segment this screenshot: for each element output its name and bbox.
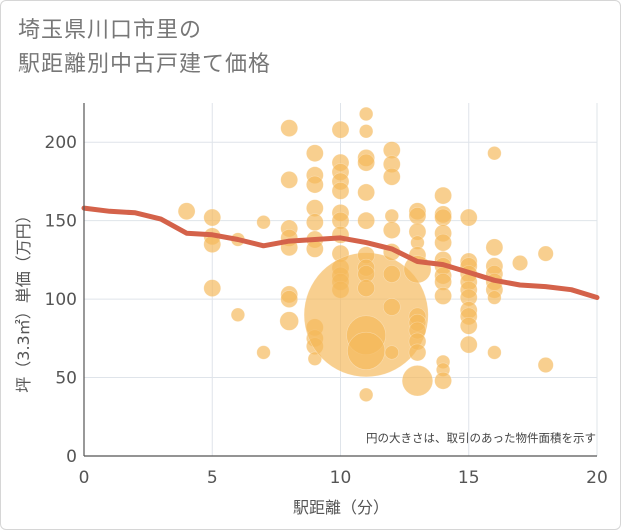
x-tick-label: 20	[586, 468, 608, 488]
y-tick-label: 50	[55, 369, 77, 389]
bubble-point	[256, 215, 271, 230]
bubble-point	[382, 221, 401, 239]
x-axis-label: 駅距離（分）	[293, 498, 389, 517]
bubble-point	[434, 233, 452, 252]
bubble-point	[384, 345, 399, 360]
y-tick-label: 200	[45, 133, 77, 153]
bubble-point	[512, 255, 528, 271]
bubble-point	[280, 290, 299, 308]
bubble-point	[487, 290, 502, 305]
x-tick-label: 5	[207, 468, 218, 488]
bubble-point	[203, 208, 222, 227]
bubble-point	[359, 106, 374, 122]
bubble-point	[331, 120, 350, 139]
chart-title: 埼玉県川口市里の 駅距離別中古戸建て価格	[18, 18, 272, 77]
bubble-point	[459, 208, 478, 227]
bubble-point	[357, 183, 375, 202]
bubble-point	[537, 245, 554, 262]
bubble-point	[230, 307, 245, 322]
bubble-point	[459, 316, 478, 335]
y-axis-label: 坪（3.3㎡）単価（万円）	[14, 207, 33, 392]
bubble-point	[306, 175, 324, 194]
trend-line	[81, 205, 600, 300]
bubble-point	[307, 351, 322, 366]
bubble-point	[487, 146, 502, 161]
bubble-point	[177, 202, 196, 221]
x-tick-label: 0	[79, 468, 90, 488]
bubble-point	[359, 387, 374, 402]
bubble-point	[203, 279, 222, 297]
bubble-point	[331, 182, 350, 200]
bubble-point	[357, 279, 375, 297]
y-tick-label: 150	[45, 212, 77, 232]
bubble-point	[279, 311, 299, 331]
bubble-point	[306, 240, 324, 258]
bubble-point	[434, 186, 452, 205]
bubble-point	[434, 287, 452, 305]
bubble-point	[306, 144, 324, 163]
bubble-point	[280, 171, 299, 189]
bubble-point	[401, 365, 434, 397]
bubble-point	[434, 208, 452, 227]
bubble-point	[408, 343, 427, 362]
bubble-point	[384, 208, 399, 224]
bubble-point	[487, 345, 502, 360]
bubble-size-note: 円の大きさは、取引のあった物件面積を示す	[366, 431, 596, 445]
y-tick-label: 100	[45, 290, 77, 310]
bubble-point	[485, 238, 504, 257]
bubble-point	[537, 357, 554, 373]
bubble-point	[306, 213, 324, 232]
y-tick-label: 0	[66, 447, 77, 467]
axes	[83, 103, 597, 457]
x-tick-label: 10	[330, 468, 352, 488]
bubble-point	[256, 345, 271, 360]
x-tick-label: 15	[458, 468, 480, 488]
bubble-point	[357, 153, 375, 172]
bubble-point	[382, 167, 401, 186]
bubble-point	[434, 371, 452, 390]
bubbles-layer	[177, 106, 554, 402]
bubble-point	[280, 119, 299, 137]
bubble-point	[459, 335, 478, 354]
bubble-point	[347, 331, 386, 370]
bubble-point	[382, 298, 401, 316]
bubble-point	[357, 211, 375, 230]
bubble-point	[408, 207, 427, 225]
bubble-point	[359, 124, 374, 139]
bubble-point	[382, 265, 401, 283]
